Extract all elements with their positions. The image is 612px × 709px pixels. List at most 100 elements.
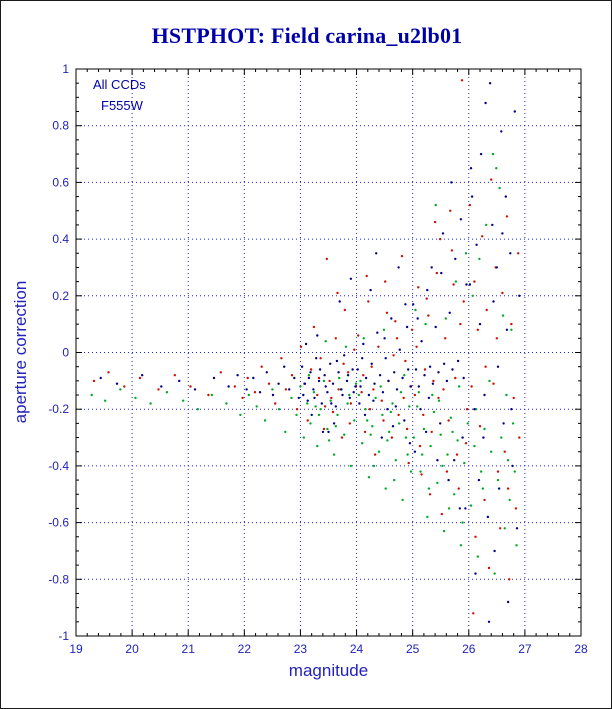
- data-point: [490, 450, 493, 453]
- x-axis-title: magnitude: [288, 661, 369, 680]
- annotation-all-ccds: All CCDs: [93, 77, 146, 92]
- data-point: [405, 427, 409, 431]
- data-point: [335, 359, 339, 363]
- data-point: [92, 379, 96, 383]
- data-point: [363, 430, 367, 434]
- data-point: [260, 365, 263, 368]
- data-point: [361, 357, 364, 360]
- data-point: [479, 152, 483, 156]
- data-point: [319, 357, 322, 360]
- data-point: [483, 498, 486, 502]
- data-point: [391, 425, 395, 428]
- data-point: [506, 487, 510, 490]
- data-point: [473, 408, 476, 411]
- data-point: [375, 252, 378, 255]
- y-tick-label: 0.8: [52, 119, 69, 133]
- data-point: [380, 399, 383, 402]
- data-point: [318, 368, 322, 371]
- data-point: [397, 413, 400, 417]
- data-point: [369, 288, 372, 292]
- data-point: [427, 314, 430, 317]
- data-point: [359, 379, 362, 383]
- data-point: [90, 393, 93, 397]
- data-point: [403, 374, 406, 377]
- data-point: [509, 252, 512, 255]
- data-point: [378, 374, 382, 377]
- data-point: [157, 388, 160, 391]
- data-point: [445, 470, 449, 473]
- y-tick-label: 0.2: [52, 289, 69, 303]
- data-point: [487, 566, 491, 570]
- y-axis-title: aperture correction: [11, 280, 30, 424]
- data-point: [442, 388, 445, 391]
- data-point: [408, 442, 412, 445]
- data-point: [277, 408, 281, 411]
- x-tick-label: 23: [294, 642, 308, 656]
- data-point: [284, 430, 287, 434]
- data-point: [310, 413, 313, 417]
- data-point: [479, 470, 483, 473]
- data-point: [444, 337, 447, 340]
- data-point: [408, 405, 411, 408]
- data-point: [365, 274, 368, 278]
- data-point: [412, 436, 415, 439]
- data-point: [331, 410, 335, 414]
- y-tick-label: 1: [62, 62, 69, 76]
- data-point: [241, 396, 244, 400]
- x-tick-label: 22: [238, 642, 252, 656]
- data-point: [459, 544, 463, 547]
- data-point: [468, 203, 472, 207]
- data-point: [317, 376, 321, 380]
- data-point: [450, 249, 454, 252]
- data-point: [307, 374, 311, 377]
- data-point: [455, 453, 459, 456]
- data-point: [349, 402, 353, 405]
- data-point: [394, 320, 397, 323]
- data-point: [399, 391, 403, 394]
- data-point: [321, 430, 325, 434]
- data-point: [314, 405, 317, 408]
- data-point: [338, 376, 341, 380]
- y-tick-label: -0.2: [48, 402, 69, 416]
- data-point: [160, 385, 163, 388]
- data-point: [331, 382, 335, 385]
- data-point: [280, 357, 283, 360]
- data-point: [354, 382, 358, 385]
- data-point: [370, 362, 373, 365]
- data-point: [508, 578, 511, 581]
- data-point: [492, 382, 495, 385]
- data-point: [332, 422, 336, 425]
- data-point: [306, 399, 309, 402]
- data-point: [348, 422, 351, 425]
- data-point: [451, 368, 454, 371]
- data-point: [468, 283, 472, 286]
- data-point: [334, 337, 337, 340]
- data-point: [265, 371, 268, 374]
- data-point: [362, 342, 365, 346]
- data-point: [478, 257, 481, 261]
- data-point: [500, 436, 503, 439]
- data-point: [518, 436, 521, 439]
- data-point: [419, 470, 422, 473]
- data-point: [486, 515, 490, 519]
- data-point: [309, 371, 312, 374]
- x-tick-label: 24: [350, 642, 364, 656]
- data-point: [295, 408, 299, 411]
- data-point: [330, 402, 333, 405]
- data-point: [309, 368, 313, 371]
- data-point: [456, 439, 459, 442]
- data-point: [304, 342, 308, 346]
- data-point: [451, 430, 454, 434]
- data-point: [353, 348, 356, 351]
- data-point: [439, 237, 442, 241]
- data-point: [239, 413, 242, 417]
- data-point: [460, 79, 464, 82]
- scatter-points: [90, 79, 521, 623]
- data-point: [476, 555, 479, 558]
- data-point: [499, 527, 502, 530]
- data-point: [502, 422, 505, 425]
- data-point: [418, 444, 422, 448]
- data-point: [322, 379, 326, 383]
- data-point: [393, 478, 396, 482]
- data-point: [349, 464, 353, 468]
